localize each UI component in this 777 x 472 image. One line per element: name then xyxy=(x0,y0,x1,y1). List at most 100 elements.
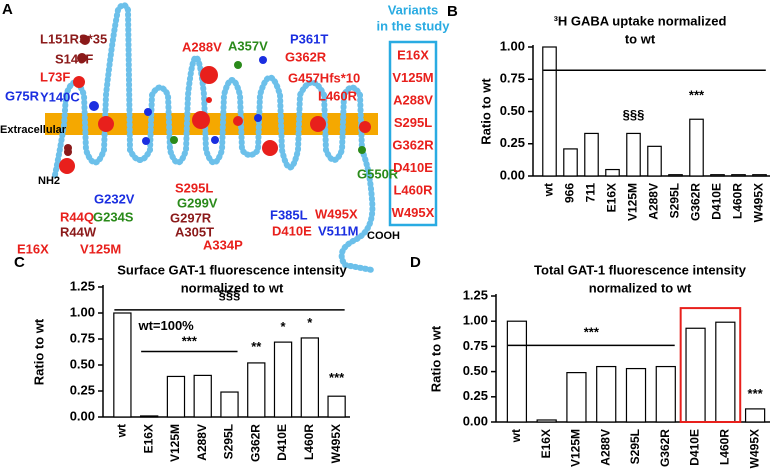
y-tick-label: 1.00 xyxy=(70,304,95,319)
variant-label: E16X xyxy=(17,241,49,256)
variant-label: L460R xyxy=(318,88,358,103)
variant-label: Y140C xyxy=(40,89,80,104)
bar xyxy=(193,374,212,418)
variant-label: G299V xyxy=(177,195,218,210)
variant-label: G550R xyxy=(357,166,399,181)
box-item: S295L xyxy=(394,115,432,130)
bar xyxy=(542,46,557,177)
variant-label: S145F xyxy=(55,51,93,66)
variant-label: L151RS*35 xyxy=(40,31,107,46)
chart-title: normalized to wt xyxy=(589,280,692,295)
x-tick-label: W495X xyxy=(752,183,766,222)
bar xyxy=(273,341,293,418)
chart-title: normalized to wt xyxy=(181,280,284,295)
y-tick-label: 0.25 xyxy=(463,388,488,403)
annotation: * xyxy=(307,315,313,330)
x-tick-label: L460R xyxy=(731,183,745,219)
variant-label: P361T xyxy=(290,31,328,46)
bar xyxy=(563,148,578,177)
chart-title: Surface GAT-1 fluorescence intensity xyxy=(117,262,347,277)
box-item: D410E xyxy=(393,160,433,175)
bar xyxy=(715,321,736,423)
x-tick-label: V125M xyxy=(569,429,583,467)
x-tick-label: V125M xyxy=(626,183,640,221)
annotation: *** xyxy=(748,386,764,401)
y-tick-label: 1.25 xyxy=(70,278,95,293)
x-tick-label: S295L xyxy=(628,429,642,464)
y-axis-label: Ratio to wt xyxy=(428,325,443,392)
panel-label: D xyxy=(410,254,421,271)
bar xyxy=(139,415,159,418)
annotation: *** xyxy=(689,87,705,102)
x-tick-label: S295L xyxy=(222,424,236,459)
y-axis-label: Ratio to wt xyxy=(478,78,493,145)
bar xyxy=(506,320,528,423)
annotation: §§§ xyxy=(219,287,241,302)
annotation: *** xyxy=(182,334,198,349)
bar xyxy=(166,375,186,418)
y-tick-label: 0.50 xyxy=(463,363,488,378)
bar xyxy=(626,132,641,177)
variant-label: V125M xyxy=(80,241,121,256)
bar xyxy=(647,145,662,177)
bar xyxy=(689,118,704,177)
variant-label: G75R xyxy=(5,88,40,103)
x-tick-label: G362R xyxy=(248,424,262,462)
panel-label: B xyxy=(447,3,458,20)
x-tick-label: E16X xyxy=(141,424,155,453)
variant-label: NH2 xyxy=(38,175,60,187)
x-tick-label: E16X xyxy=(605,183,619,212)
annotation: * xyxy=(281,319,287,334)
x-tick-label: 711 xyxy=(584,183,598,203)
box-title: Variants xyxy=(388,2,439,17)
x-tick-label: D410E xyxy=(710,183,724,220)
box-item: A288V xyxy=(393,92,433,107)
x-tick-label: D410E xyxy=(275,424,289,461)
x-tick-label: G362R xyxy=(658,429,672,467)
topology xyxy=(45,2,438,273)
x-tick-label: D410E xyxy=(688,429,702,466)
variant-label: A288V xyxy=(182,39,222,54)
protein-chain xyxy=(52,2,376,273)
bar xyxy=(655,365,676,423)
box-item: G362R xyxy=(392,137,434,152)
chart-title: to wt xyxy=(625,31,656,46)
y-tick-label: 1.00 xyxy=(500,38,525,53)
box-item: V125M xyxy=(392,70,433,85)
y-tick-label: 0.00 xyxy=(500,167,525,182)
bar xyxy=(752,174,767,177)
x-tick-label: wt xyxy=(115,424,129,438)
chart-title: Total GAT-1 fluorescence intensity xyxy=(534,262,747,277)
x-tick-label: W495X xyxy=(329,424,343,463)
variant-label: G234S xyxy=(93,209,134,224)
bar xyxy=(566,372,587,423)
y-tick-label: 1.25 xyxy=(463,287,488,302)
x-tick-label: W495X xyxy=(747,429,761,468)
bar xyxy=(220,391,239,418)
x-tick-label: A288V xyxy=(647,183,661,220)
variant-label: R44W xyxy=(60,224,97,239)
y-tick-label: 0.50 xyxy=(500,103,525,118)
box-item: L460R xyxy=(393,182,433,197)
variant-label: S295L xyxy=(175,180,213,195)
x-tick-label: V125M xyxy=(168,424,182,462)
x-tick-label: 966 xyxy=(563,183,577,203)
bar xyxy=(605,168,620,177)
annotation: wt=100% xyxy=(137,318,194,333)
variant-label: Extracellular xyxy=(0,124,67,136)
variant-label: G232V xyxy=(94,191,135,206)
bar xyxy=(584,132,599,177)
annotation: *** xyxy=(584,325,600,340)
y-tick-label: 0.25 xyxy=(70,382,95,397)
bar xyxy=(247,362,266,418)
x-tick-label: L460R xyxy=(302,424,316,460)
variant-label: W495X xyxy=(315,206,358,221)
variant-label: V511M xyxy=(318,223,358,238)
variant-label: G297R xyxy=(170,210,212,225)
y-tick-label: 0.75 xyxy=(463,338,488,353)
bar xyxy=(596,365,617,423)
y-tick-label: 0.50 xyxy=(70,356,95,371)
variant-label: L73F xyxy=(40,69,70,84)
annotation: ** xyxy=(251,339,262,354)
